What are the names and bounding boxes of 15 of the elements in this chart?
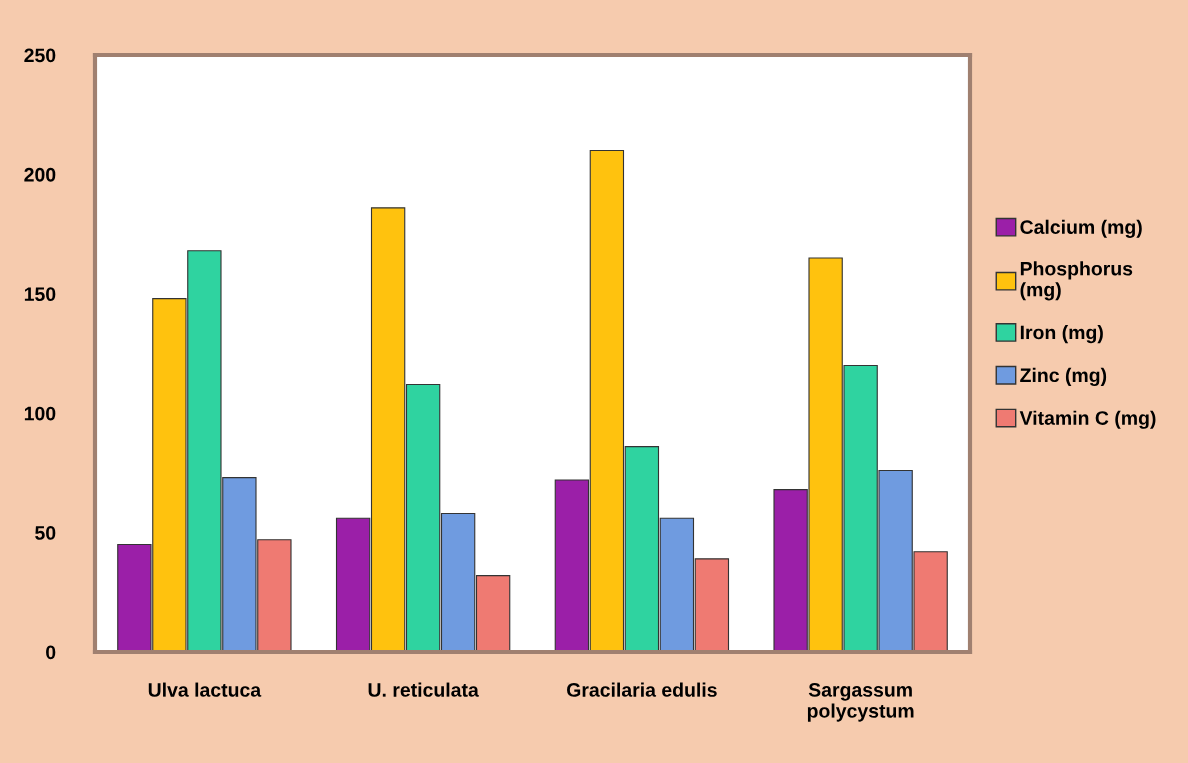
y-tick-label: 200 bbox=[24, 167, 56, 182]
x-tick-label: Gracilaria edulis bbox=[567, 682, 717, 697]
x-tick-label: U. reticulata bbox=[368, 682, 479, 697]
x-tick-label: Sargassum polycystum bbox=[807, 682, 914, 722]
legend-label: Calcium (mg) bbox=[1020, 219, 1142, 238]
y-tick-label: 150 bbox=[24, 287, 56, 302]
legend-label: Iron (mg) bbox=[1020, 325, 1103, 344]
legend-label: Phosphorus (mg) bbox=[1020, 261, 1133, 301]
y-tick-label: 100 bbox=[24, 406, 56, 421]
legend-label: Vitamin C (mg) bbox=[1019, 410, 1156, 429]
y-tick-label: 250 bbox=[24, 48, 56, 63]
y-tick-label: 0 bbox=[46, 645, 56, 660]
legend-label: Zinc (mg) bbox=[1020, 367, 1107, 387]
y-tick-label: 50 bbox=[35, 526, 56, 540]
x-tick-label: Ulva lactuca bbox=[148, 682, 262, 697]
